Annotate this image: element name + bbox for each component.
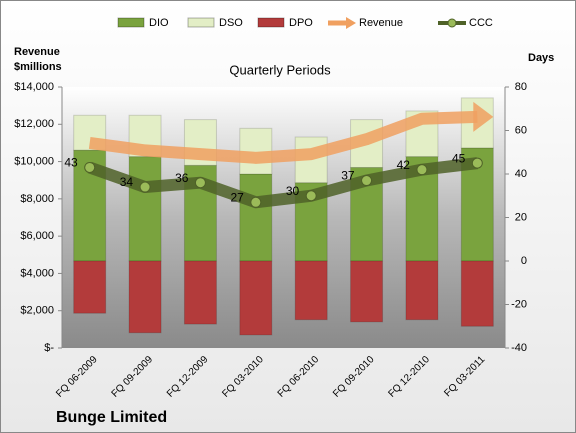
bar [460, 260, 494, 327]
y-tick-label: $4,000 [20, 267, 54, 279]
plot-area [62, 87, 505, 348]
y-tick-label: $14,000 [14, 81, 54, 93]
legend-label: DSO [219, 17, 243, 29]
legend-swatch [187, 17, 215, 28]
legend-swatch [447, 18, 457, 28]
bar [128, 156, 162, 262]
legend: DIO DSO DPO Revenue CCC [117, 17, 493, 29]
ccc-point [416, 164, 428, 176]
y-tick-label: $8,000 [20, 193, 54, 205]
data-label: 27 [230, 190, 244, 204]
revenue-arrowhead [473, 101, 494, 132]
y2-tick-label: 20 [515, 211, 527, 223]
data-label: 43 [64, 156, 78, 170]
legend-label: DIO [149, 17, 169, 29]
subtitle: Quarterly Periods [229, 62, 331, 77]
data-label: 30 [286, 184, 300, 198]
ccc-point [361, 175, 373, 187]
ccc-point [139, 181, 151, 193]
bar [128, 260, 162, 334]
y-axis-label: Revenue $millions [14, 46, 62, 73]
y2-axis-label: Days [528, 52, 554, 64]
legend-label: CCC [469, 17, 493, 29]
y2-tick-label: -40 [511, 342, 527, 354]
bar [239, 173, 273, 262]
ccc-point [194, 177, 206, 189]
ccc-point [305, 190, 317, 202]
data-label: 34 [120, 175, 134, 189]
bar [239, 260, 273, 336]
y2-tick-label: -20 [511, 298, 527, 310]
y-tick-label: $- [44, 342, 54, 354]
data-label: 45 [452, 151, 466, 165]
bar [294, 260, 328, 321]
data-label: 37 [341, 169, 355, 183]
y-tick-label: $10,000 [14, 155, 54, 167]
legend-label: Revenue [359, 17, 403, 29]
y2-tick-label: 60 [515, 124, 527, 136]
ccc-point [471, 157, 483, 169]
legend-swatch [117, 17, 145, 28]
ccc-point [84, 161, 96, 173]
bar [405, 260, 439, 321]
chart-title: Bunge Limited [56, 409, 167, 426]
ccc-point [250, 196, 262, 208]
legend-swatch [257, 17, 285, 28]
revenue-line [88, 110, 478, 164]
y2-tick-label: 0 [521, 255, 527, 267]
y-tick-label: $2,000 [20, 305, 54, 317]
y-tick-label: $12,000 [14, 118, 54, 130]
bar [350, 260, 384, 323]
legend-label: DPO [289, 17, 313, 29]
data-label: 36 [175, 171, 189, 185]
legend-swatch [346, 17, 356, 29]
bar [73, 260, 107, 314]
y2-tick-label: 80 [515, 81, 527, 93]
bar [183, 260, 217, 325]
y2-tick-label: 40 [515, 168, 527, 180]
data-label: 42 [397, 158, 411, 172]
y-tick-label: $6,000 [20, 230, 54, 242]
ccc-line [87, 157, 479, 209]
